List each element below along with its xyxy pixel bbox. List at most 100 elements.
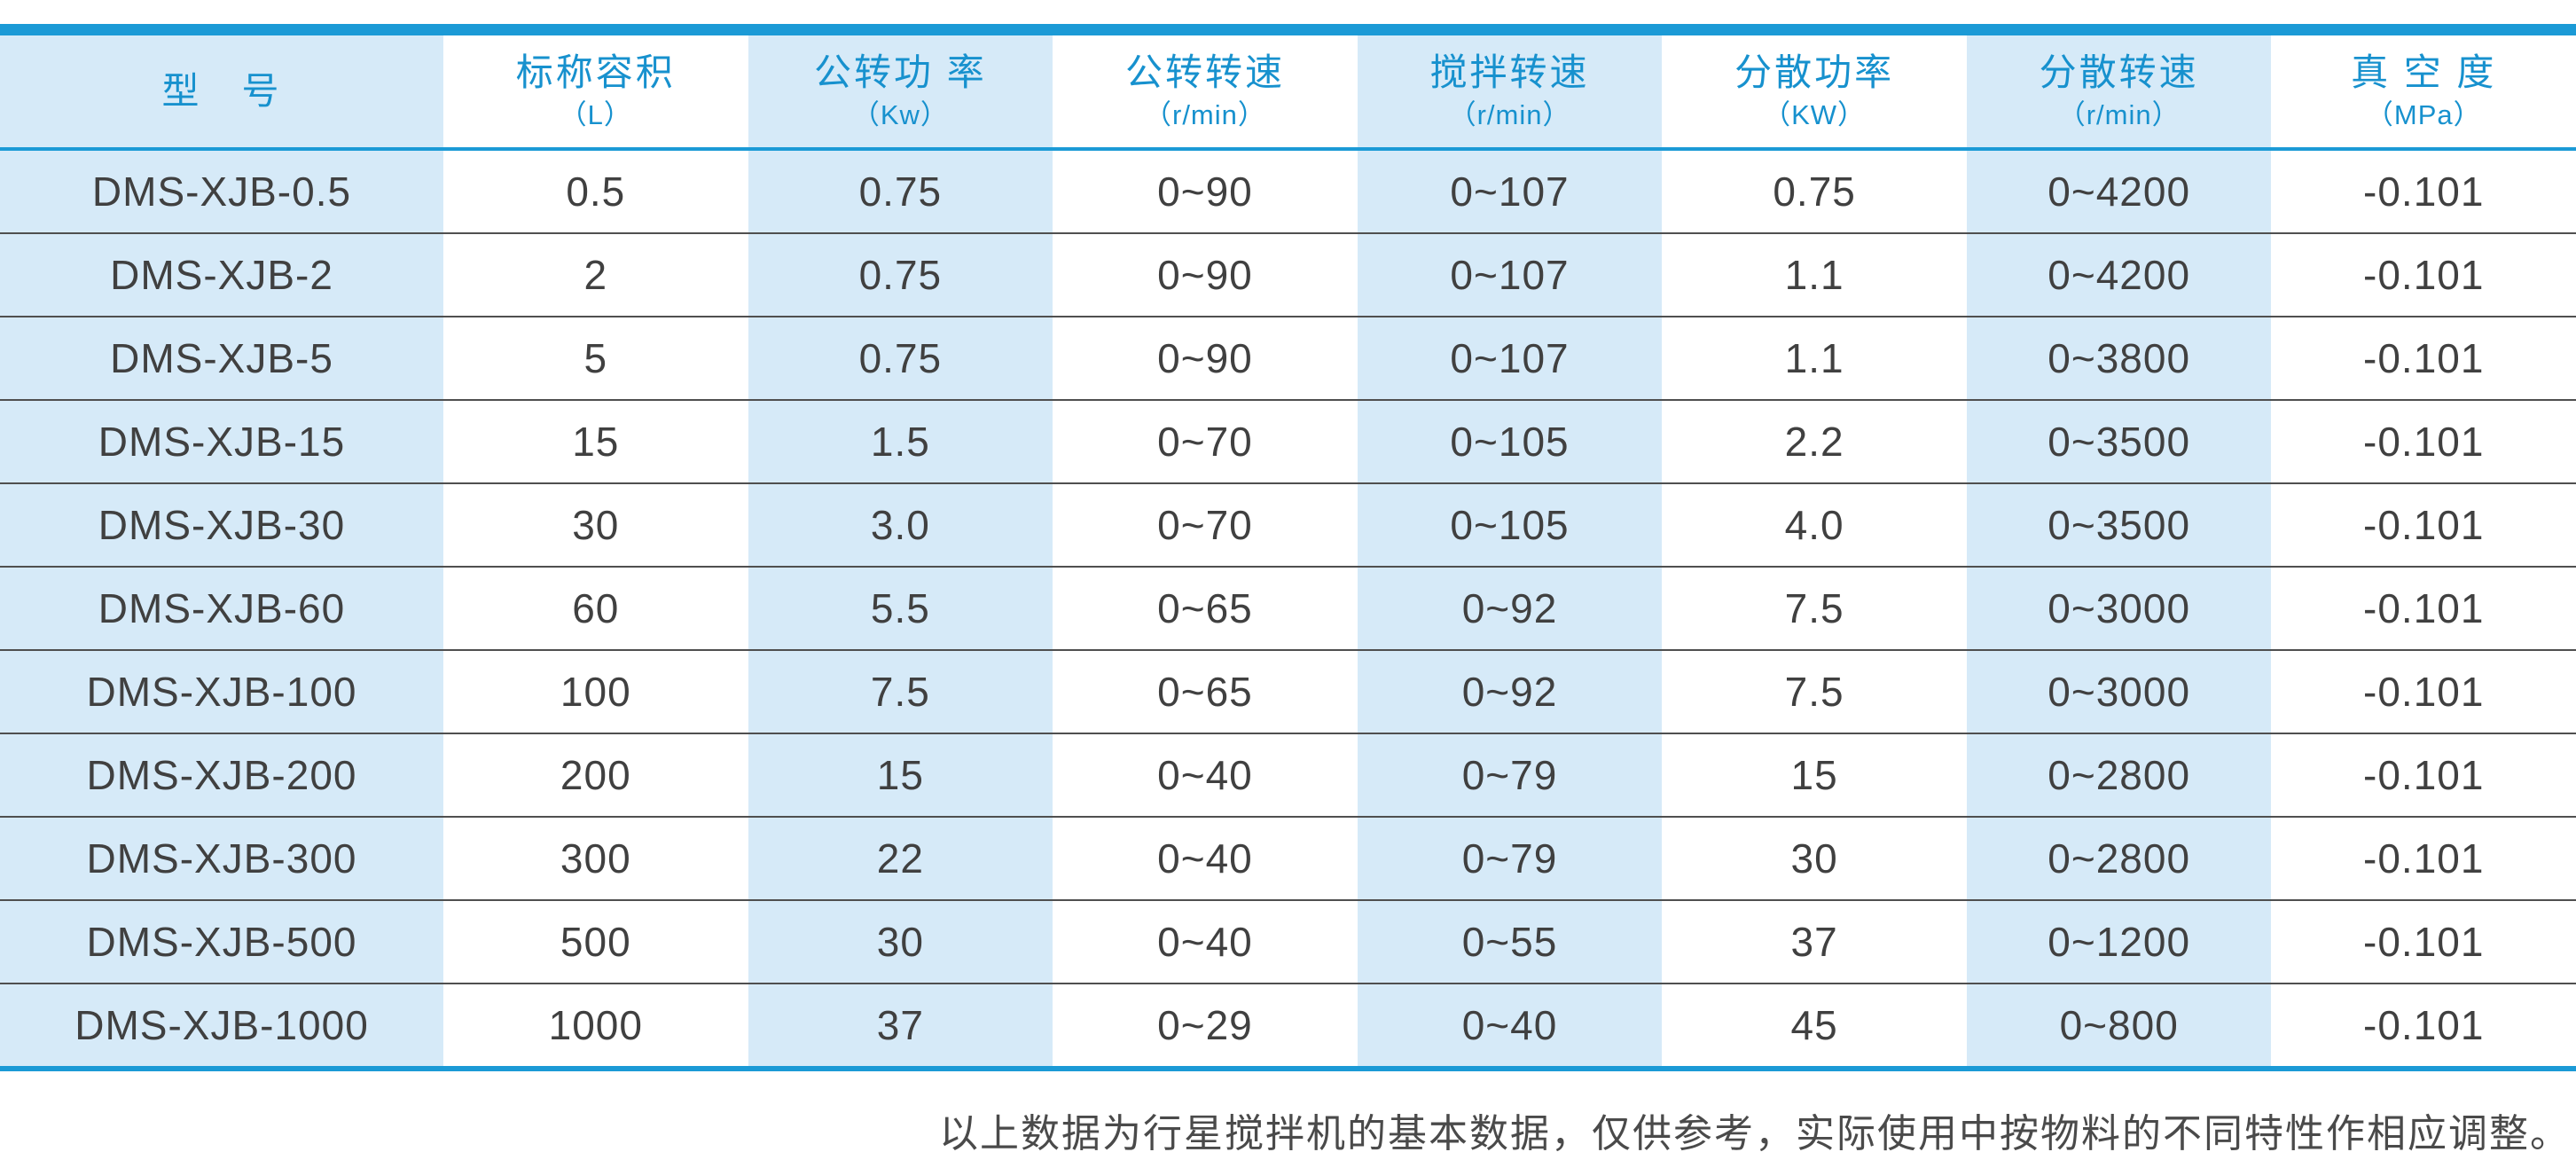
column-unit: （r/min） xyxy=(2057,99,2181,131)
value-cell: 0~1200 xyxy=(1966,901,2272,983)
column-title: 分散转速 xyxy=(2039,51,2199,93)
value-cell: 0~40 xyxy=(1157,919,1253,965)
model-cell: DMS-XJB-200 xyxy=(0,734,443,816)
value-cell: 0.75 xyxy=(748,234,1053,316)
header-cell: 公转功 率 （Kw） xyxy=(748,35,1053,147)
column-title: 公转转速 xyxy=(1124,51,1285,93)
value-cell: -0.101 xyxy=(2363,585,2485,631)
value-cell: -0.101 xyxy=(2363,502,2485,548)
value-cell: 2 xyxy=(583,252,608,298)
header-cell: 分散转速 （r/min） xyxy=(1966,35,2272,147)
column-title: 分散功率 xyxy=(1734,51,1895,93)
value-cell: 0~3500 xyxy=(1966,484,2272,566)
value-cell: 0~107 xyxy=(1357,151,1663,232)
value-cell: 5 xyxy=(583,335,608,381)
value-cell: 0~3000 xyxy=(1966,651,2272,733)
value-cell: 0~79 xyxy=(1357,818,1663,899)
table-row: DMS-XJB-300 300 22 0~40 0~79 30 0~2800 -0.101 xyxy=(0,816,2576,899)
value-cell: 0~70 xyxy=(1157,419,1253,465)
value-cell: 0~90 xyxy=(1157,168,1253,215)
value-cell: 1.1 xyxy=(1784,335,1844,381)
value-cell: 0~800 xyxy=(1966,984,2272,1066)
spec-table: 型 号 标称容积 （L） 公转功 率 （Kw） 公转转速 （r/min） 搅拌转速 （r/min… xyxy=(0,24,2576,1071)
model-cell: DMS-XJB-30 xyxy=(0,484,443,566)
value-cell: 0~79 xyxy=(1357,734,1663,816)
value-cell: 5.5 xyxy=(748,568,1053,649)
value-cell: -0.101 xyxy=(2363,168,2485,215)
value-cell: 0~105 xyxy=(1357,484,1663,566)
model-cell: DMS-XJB-60 xyxy=(0,568,443,649)
column-title: 真 空 度 xyxy=(2351,51,2497,93)
value-cell: -0.101 xyxy=(2363,919,2485,965)
header-cell: 搅拌转速 （r/min） xyxy=(1357,35,1663,147)
value-cell: -0.101 xyxy=(2363,1002,2485,1048)
value-cell: 0~4200 xyxy=(1966,234,2272,316)
table-row: DMS-XJB-2 2 0.75 0~90 0~107 1.1 0~4200 -0.101 xyxy=(0,232,2576,316)
table-row: DMS-XJB-1000 1000 37 0~29 0~40 45 0~800 -0.101 xyxy=(0,983,2576,1066)
model-cell: DMS-XJB-15 xyxy=(0,401,443,482)
header-cell: 标称容积 （L） xyxy=(443,35,748,147)
value-cell: 0.75 xyxy=(748,151,1053,232)
value-cell: 0~40 xyxy=(1357,984,1663,1066)
value-cell: 0~65 xyxy=(1157,669,1253,715)
value-cell: 30 xyxy=(572,502,620,548)
header-cell: 公转转速 （r/min） xyxy=(1053,35,1358,147)
table-row: DMS-XJB-100 100 7.5 0~65 0~92 7.5 0~3000 -0.101 xyxy=(0,649,2576,733)
value-cell: 0~40 xyxy=(1157,835,1253,882)
value-cell: -0.101 xyxy=(2363,752,2485,798)
model-cell: DMS-XJB-1000 xyxy=(0,984,443,1066)
value-cell: 15 xyxy=(748,734,1053,816)
value-cell: 37 xyxy=(748,984,1053,1066)
value-cell: -0.101 xyxy=(2363,252,2485,298)
table-row: DMS-XJB-0.5 0.5 0.75 0~90 0~107 0.75 0~4200 -0.… xyxy=(0,151,2576,232)
value-cell: 3.0 xyxy=(748,484,1053,566)
model-cell: DMS-XJB-100 xyxy=(0,651,443,733)
table-row: DMS-XJB-200 200 15 0~40 0~79 15 0~2800 -0.101 xyxy=(0,733,2576,816)
value-cell: 0~70 xyxy=(1157,502,1253,548)
table-row: DMS-XJB-30 30 3.0 0~70 0~105 4.0 0~3500 -0.101 xyxy=(0,482,2576,566)
value-cell: 0~3500 xyxy=(1966,401,2272,482)
column-title: 公转功 率 xyxy=(814,51,987,93)
value-cell: 0~92 xyxy=(1357,651,1663,733)
table-row: DMS-XJB-5 5 0.75 0~90 0~107 1.1 0~3800 -0.101 xyxy=(0,316,2576,399)
column-unit: （Kw） xyxy=(851,99,949,131)
value-cell: 22 xyxy=(748,818,1053,899)
value-cell: 30 xyxy=(1790,835,1838,882)
header-cell: 分散功率 （KW） xyxy=(1662,35,1967,147)
model-cell: DMS-XJB-5 xyxy=(0,317,443,399)
column-unit: （KW） xyxy=(1763,99,1867,131)
value-cell: 7.5 xyxy=(1784,585,1844,631)
value-cell: 2.2 xyxy=(1784,419,1844,465)
value-cell: 0~4200 xyxy=(1966,151,2272,232)
value-cell: 7.5 xyxy=(1784,669,1844,715)
model-cell: DMS-XJB-0.5 xyxy=(0,151,443,232)
value-cell: 60 xyxy=(572,585,620,631)
model-cell: DMS-XJB-300 xyxy=(0,818,443,899)
value-cell: 0~3000 xyxy=(1966,568,2272,649)
value-cell: 15 xyxy=(572,419,620,465)
column-unit: （MPa） xyxy=(2365,99,2482,131)
value-cell: 0~105 xyxy=(1357,401,1663,482)
column-unit: （r/min） xyxy=(1144,99,1266,131)
value-cell: -0.101 xyxy=(2363,835,2485,882)
model-cell: DMS-XJB-500 xyxy=(0,901,443,983)
value-cell: 45 xyxy=(1790,1002,1838,1048)
table-body: DMS-XJB-0.5 0.5 0.75 0~90 0~107 0.75 0~4200 -0.… xyxy=(0,151,2576,1066)
value-cell: 1.5 xyxy=(748,401,1053,482)
column-unit: （r/min） xyxy=(1448,99,1571,131)
table-row: DMS-XJB-15 15 1.5 0~70 0~105 2.2 0~3500 -0.101 xyxy=(0,399,2576,482)
value-cell: 0~90 xyxy=(1157,335,1253,381)
value-cell: 200 xyxy=(560,752,631,798)
value-cell: 0~3800 xyxy=(1966,317,2272,399)
column-title: 标称容积 xyxy=(515,51,676,93)
value-cell: 1.1 xyxy=(1784,252,1844,298)
column-title: 型 号 xyxy=(161,69,282,112)
value-cell: 0~2800 xyxy=(1966,818,2272,899)
header-cell: 真 空 度 （MPa） xyxy=(2271,35,2576,147)
value-cell: -0.101 xyxy=(2363,419,2485,465)
table-row: DMS-XJB-500 500 30 0~40 0~55 37 0~1200 -0.101 xyxy=(0,899,2576,983)
header-cell: 型 号 xyxy=(0,35,443,147)
table-row: DMS-XJB-60 60 5.5 0~65 0~92 7.5 0~3000 -0.101 xyxy=(0,566,2576,649)
value-cell: 0.75 xyxy=(748,317,1053,399)
